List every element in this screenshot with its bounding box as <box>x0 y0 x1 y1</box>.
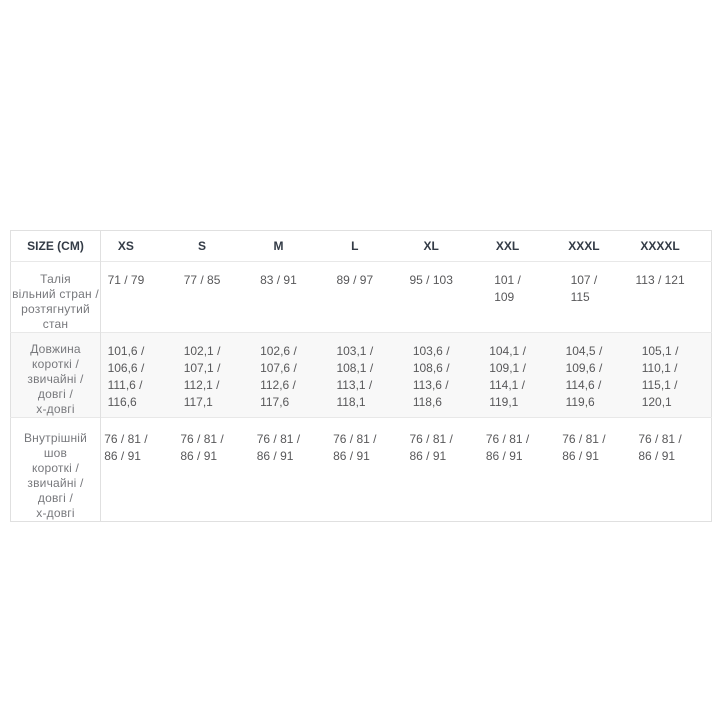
cell-inseam-xxxl: 76 / 81 /86 / 91 <box>558 417 636 522</box>
cell-inseam-m: 76 / 81 /86 / 91 <box>253 417 330 522</box>
cell-value: 76 / 81 /86 / 91 <box>409 432 453 463</box>
column-header-xl: XL <box>423 239 439 253</box>
cell-inseam-l: 76 / 81 /86 / 91 <box>329 417 406 522</box>
cell-waist-xs: 71 / 79 <box>100 261 177 333</box>
cell-value: 95 / 103 <box>409 273 453 287</box>
cell-value: 104,1 /109,1 /114,1 /119,1 <box>489 344 526 409</box>
cell-length-xl: 103,6 /108,6 /113,6 /118,6 <box>406 332 483 418</box>
cell-waist-xxl: 101 /109 <box>482 261 559 333</box>
cell-value: 76 / 81 /86 / 91 <box>333 432 377 463</box>
cell-value: 83 / 91 <box>260 273 297 287</box>
column-header-s: S <box>198 239 207 253</box>
row-label-waist: Талія вільний стран / розтягнутий стан <box>10 261 101 333</box>
cell-inseam-xxl: 76 / 81 /86 / 91 <box>482 417 559 522</box>
table-row-inseam: Внутрішній шов короткі / звичайні / довгі /… <box>10 417 712 522</box>
cell-inseam-xs: 76 / 81 /86 / 91 <box>100 417 177 522</box>
cell-inseam-xl: 76 / 81 /86 / 91 <box>406 417 483 522</box>
header-row: SIZE (CM) XS S M L XL XXL XXXL XXXXL <box>10 230 712 262</box>
cell-length-xxxl: 104,5 /109,6 /114,6 /119,6 <box>558 332 636 418</box>
cell-value: 101 /109 <box>494 273 521 304</box>
cell-length-m: 102,6 /107,6 /112,6 /117,6 <box>253 332 330 418</box>
cell-length-s: 102,1 /107,1 /112,1 /117,1 <box>176 332 254 418</box>
cell-value: 76 / 81 /86 / 91 <box>638 432 682 463</box>
column-header-xs: XS <box>117 239 134 253</box>
cell-value: 107 /115 <box>570 273 598 304</box>
cell-value: 105,1 /110,1 /115,1 /120,1 <box>641 344 679 409</box>
cell-waist-l: 89 / 97 <box>329 261 406 333</box>
cell-length-xs: 101,6 /106,6 /111,6 /116,6 <box>100 332 177 418</box>
cell-value: 104,5 /109,6 /114,6 /119,6 <box>565 344 603 409</box>
cell-waist-xxxxl: 113 / 121 <box>635 261 712 333</box>
cell-value: 77 / 85 <box>183 273 221 287</box>
cell-value: 102,6 /107,6 /112,6 /117,6 <box>260 344 297 409</box>
column-header-size-cm: SIZE (CM) <box>10 230 101 262</box>
cell-inseam-xxxxl: 76 / 81 /86 / 91 <box>635 417 712 522</box>
cell-waist-xxxl: 107 /115 <box>558 261 636 333</box>
cell-waist-m: 83 / 91 <box>253 261 330 333</box>
cell-value: 76 / 81 /86 / 91 <box>104 432 148 463</box>
cell-value: 103,6 /108,6 /113,6 /118,6 <box>412 344 450 409</box>
cell-value: 76 / 81 /86 / 91 <box>562 432 606 463</box>
column-header-xxxxl: XXXXL <box>640 239 680 253</box>
cell-length-l: 103,1 /108,1 /113,1 /118,1 <box>329 332 406 418</box>
cell-length-xxl: 104,1 /109,1 /114,1 /119,1 <box>482 332 559 418</box>
cell-value: 76 / 81 /86 / 91 <box>180 432 224 463</box>
cell-value: 76 / 81 /86 / 91 <box>485 432 530 463</box>
cell-value: 101,6 /106,6 /111,6 /116,6 <box>107 344 145 409</box>
row-label-inseam: Внутрішній шов короткі / звичайні / довгі /… <box>10 417 101 522</box>
cell-length-xxxxl: 105,1 /110,1 /115,1 /120,1 <box>635 332 712 418</box>
table-row-length: Довжина короткі / звичайні / довгі / х-довгі… <box>10 332 712 418</box>
size-chart-table: SIZE (CM) XS S M L XL XXL XXXL XXXXL Тал… <box>10 230 712 522</box>
row-label-length: Довжина короткі / звичайні / довгі / х-довгі <box>10 332 101 418</box>
cell-value: 89 / 97 <box>336 273 374 287</box>
column-header-xxxl: XXXL <box>568 239 600 253</box>
cell-waist-s: 77 / 85 <box>176 261 254 333</box>
column-header-l: L <box>351 239 359 253</box>
cell-value: 71 / 79 <box>107 273 145 287</box>
cell-value: 102,1 /107,1 /112,1 /117,1 <box>183 344 221 409</box>
cell-inseam-s: 76 / 81 /86 / 91 <box>176 417 254 522</box>
cell-value: 113 / 121 <box>635 273 685 287</box>
cell-value: 103,1 /108,1 /113,1 /118,1 <box>336 344 374 409</box>
table-row-waist: Талія вільний стран / розтягнутий стан 71 … <box>10 261 712 333</box>
cell-value: 76 / 81 /86 / 91 <box>256 432 301 463</box>
cell-waist-xl: 95 / 103 <box>406 261 483 333</box>
column-header-m: M <box>273 239 284 253</box>
column-header-xxl: XXL <box>495 239 520 253</box>
